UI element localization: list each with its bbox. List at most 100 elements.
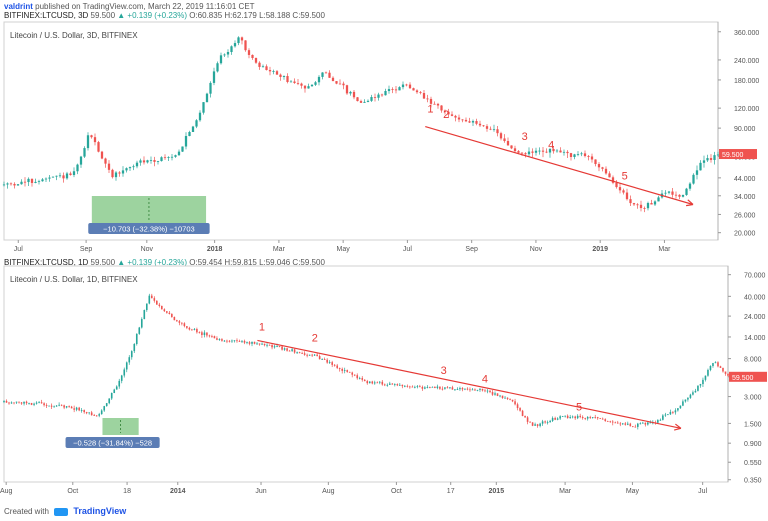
candle-body (317, 76, 321, 83)
candle-body (521, 410, 524, 416)
candle-body (538, 150, 541, 152)
candle-body (300, 83, 303, 86)
candle-body (366, 381, 369, 384)
candle-body (58, 175, 62, 177)
candle-body (20, 402, 23, 404)
candle-body (118, 172, 121, 174)
candle-body (342, 83, 345, 86)
x-tick-label: Jun (255, 488, 266, 495)
candle-body (168, 312, 171, 314)
candle-body (40, 402, 43, 404)
x-tick-label: 2019 (592, 246, 608, 253)
x-tick-label: 2015 (489, 488, 505, 495)
panel-frame (3, 265, 729, 483)
y-tick-label: 70.000 (744, 273, 766, 280)
candle-body (181, 322, 183, 324)
candle-body (145, 303, 148, 311)
candle-body (702, 379, 704, 385)
candle-body (625, 192, 629, 200)
candle-body (471, 121, 475, 123)
candle-body (18, 401, 20, 403)
candle-body (161, 305, 163, 310)
candle-body (248, 342, 251, 344)
candle-body (514, 401, 516, 405)
candle-body (258, 62, 261, 67)
footer-brand[interactable]: TradingView (73, 506, 127, 516)
price-panel-1: Litecoin / U.S. Dollar, 3D, BITFINEX 360.… (2, 21, 759, 253)
candle-body (409, 386, 411, 388)
candle-body (205, 93, 209, 103)
symbol-label-2: BITFINEX:LTCUSD, 1D (4, 258, 89, 267)
candle-body (431, 386, 434, 388)
candle-body (130, 351, 133, 358)
candle-body (534, 150, 538, 153)
candle-body (476, 389, 479, 391)
candle-body (181, 146, 184, 152)
candle-body (184, 136, 188, 147)
trend-touch-label: 1 (427, 103, 433, 115)
last-price-marker (719, 149, 757, 160)
candle-body (80, 410, 83, 411)
candle-body (196, 329, 198, 333)
candle-body (331, 77, 335, 82)
candle-body (156, 161, 160, 162)
candle-body (303, 85, 307, 89)
candle-body (44, 178, 48, 180)
candle-body (98, 414, 101, 416)
candle-body (30, 403, 33, 405)
candle-body (601, 418, 604, 420)
trend-touch-label: 2 (443, 109, 449, 121)
tradingview-logo-icon (54, 507, 69, 516)
trend-line (425, 126, 694, 206)
candle-body (23, 401, 25, 404)
candle-body (692, 174, 695, 184)
candle-body (83, 410, 85, 413)
candle-body (170, 156, 174, 158)
candle-body (103, 406, 106, 411)
last-price-label: 59.500 (732, 375, 754, 382)
candle-body (485, 126, 489, 129)
candle-body (584, 418, 587, 419)
candle-body (539, 423, 541, 426)
candle-body (335, 81, 338, 84)
candle-body (261, 343, 263, 345)
candle-body (399, 384, 401, 386)
candle-body (178, 321, 181, 323)
candle-body (368, 381, 371, 384)
author-name[interactable]: valdrint (4, 2, 33, 11)
candle-body (722, 367, 724, 372)
candle-body (128, 167, 132, 169)
candle-body (401, 84, 405, 88)
candle-body (193, 329, 196, 330)
candle-body (213, 336, 216, 339)
candle-body (689, 394, 692, 398)
candle-body (356, 375, 359, 379)
candle-body (160, 157, 163, 162)
trend-touch-label: 4 (482, 374, 488, 386)
candle-body (436, 386, 439, 389)
candle-body (100, 410, 103, 415)
candle-body (429, 98, 433, 104)
candle-body (459, 388, 461, 390)
candle-body (662, 415, 664, 420)
candle-body (120, 375, 123, 381)
candle-body (719, 366, 722, 368)
candle-body (133, 343, 136, 352)
candle-body (296, 352, 298, 354)
candle-body (209, 82, 212, 94)
footer: Created with TradingView (4, 506, 126, 516)
candle-body (706, 158, 709, 161)
candle-body (475, 121, 478, 124)
candle-body (727, 373, 729, 376)
candle-body (632, 203, 636, 205)
candle-body (579, 415, 582, 417)
candle-body (591, 417, 594, 418)
candle-body (446, 387, 449, 389)
candle-body (388, 383, 391, 385)
candle-body (491, 392, 494, 395)
candle-body (461, 388, 464, 390)
candle-body (380, 94, 384, 96)
candle-body (541, 150, 545, 152)
candle-body (714, 362, 717, 364)
